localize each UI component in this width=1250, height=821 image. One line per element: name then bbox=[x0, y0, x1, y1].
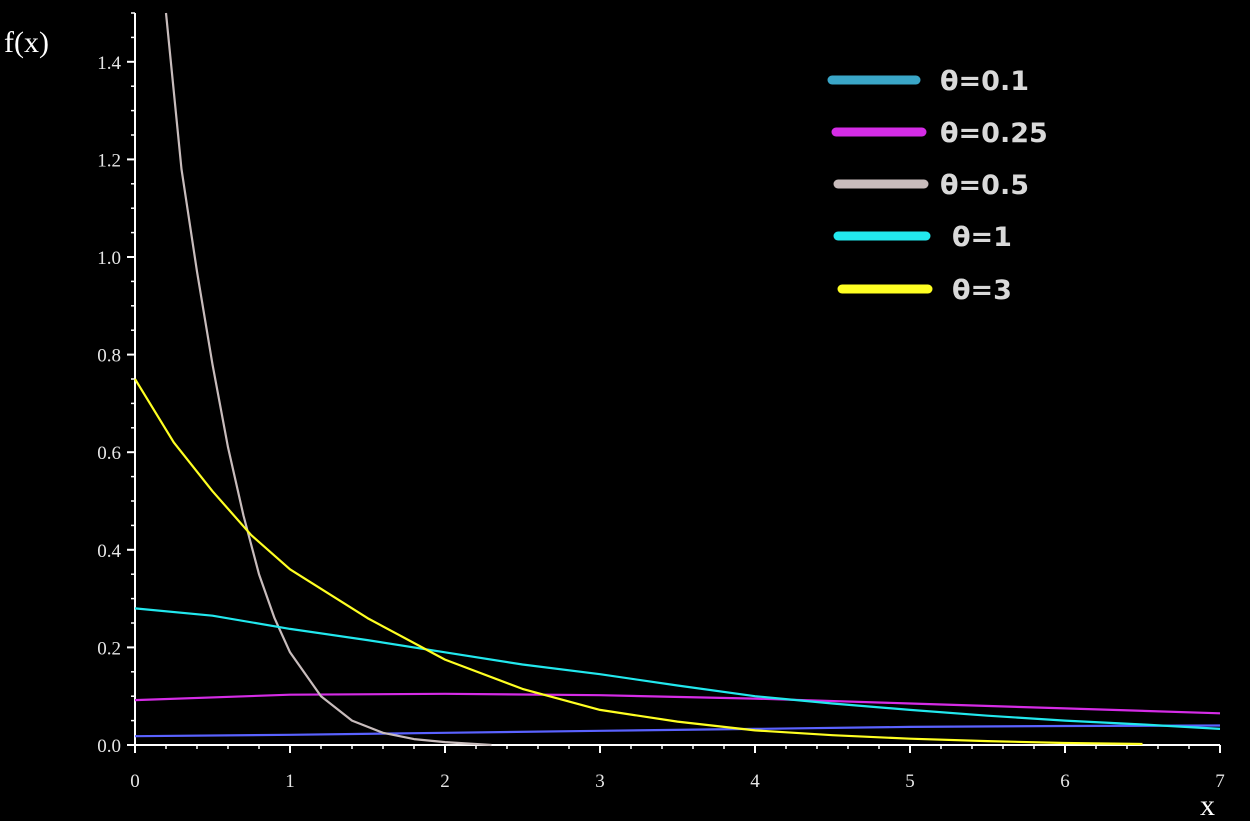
y-tick-label: 0.4 bbox=[97, 541, 121, 562]
y-tick-label: 0.2 bbox=[97, 638, 121, 659]
legend-label: θ=0.25 bbox=[940, 118, 1048, 149]
series-line-4 bbox=[134, 607, 1221, 730]
x-tick-label: 5 bbox=[905, 771, 915, 792]
x-tick-label: 3 bbox=[595, 771, 605, 792]
y-tick-label: 1.0 bbox=[97, 248, 121, 269]
y-tick-label: 1.2 bbox=[97, 150, 121, 171]
x-tick-label: 0 bbox=[130, 771, 140, 792]
y-tick-label: 0.6 bbox=[97, 443, 121, 464]
legend-label: θ=0.5 bbox=[940, 170, 1029, 201]
x-tick-label: 2 bbox=[440, 771, 450, 792]
legend-label: θ=1 bbox=[952, 222, 1012, 253]
series-line-3 bbox=[164, 12, 492, 747]
y-tick-label: 1.4 bbox=[97, 53, 121, 74]
legend: θ=0.1 θ=0.25 θ=0.5 θ=1 θ=3 bbox=[827, 66, 1048, 306]
x-tick-label: 4 bbox=[750, 771, 760, 792]
y-ticks: 0.0 0.2 0.4 0.6 0.8 1.0 1.2 1.4 bbox=[97, 12, 135, 757]
x-axis-label: x bbox=[1200, 789, 1215, 821]
legend-label: θ=0.1 bbox=[940, 66, 1029, 97]
y-tick-label: 0.8 bbox=[97, 346, 121, 367]
series-line-2 bbox=[134, 692, 1221, 715]
x-tick-label: 6 bbox=[1060, 771, 1070, 792]
x-tick-label: 1 bbox=[285, 771, 295, 792]
y-tick-label: 0.0 bbox=[97, 736, 121, 757]
axes bbox=[134, 13, 1220, 746]
series-line-1 bbox=[134, 724, 1221, 738]
legend-label: θ=3 bbox=[952, 275, 1012, 306]
x-ticks: 0 1 2 3 4 5 6 7 bbox=[130, 745, 1225, 792]
x-tick-label: 7 bbox=[1215, 771, 1225, 792]
y-axis-label: f(x) bbox=[4, 26, 49, 59]
series-line-5 bbox=[134, 378, 1143, 746]
series-lines bbox=[134, 12, 1221, 747]
